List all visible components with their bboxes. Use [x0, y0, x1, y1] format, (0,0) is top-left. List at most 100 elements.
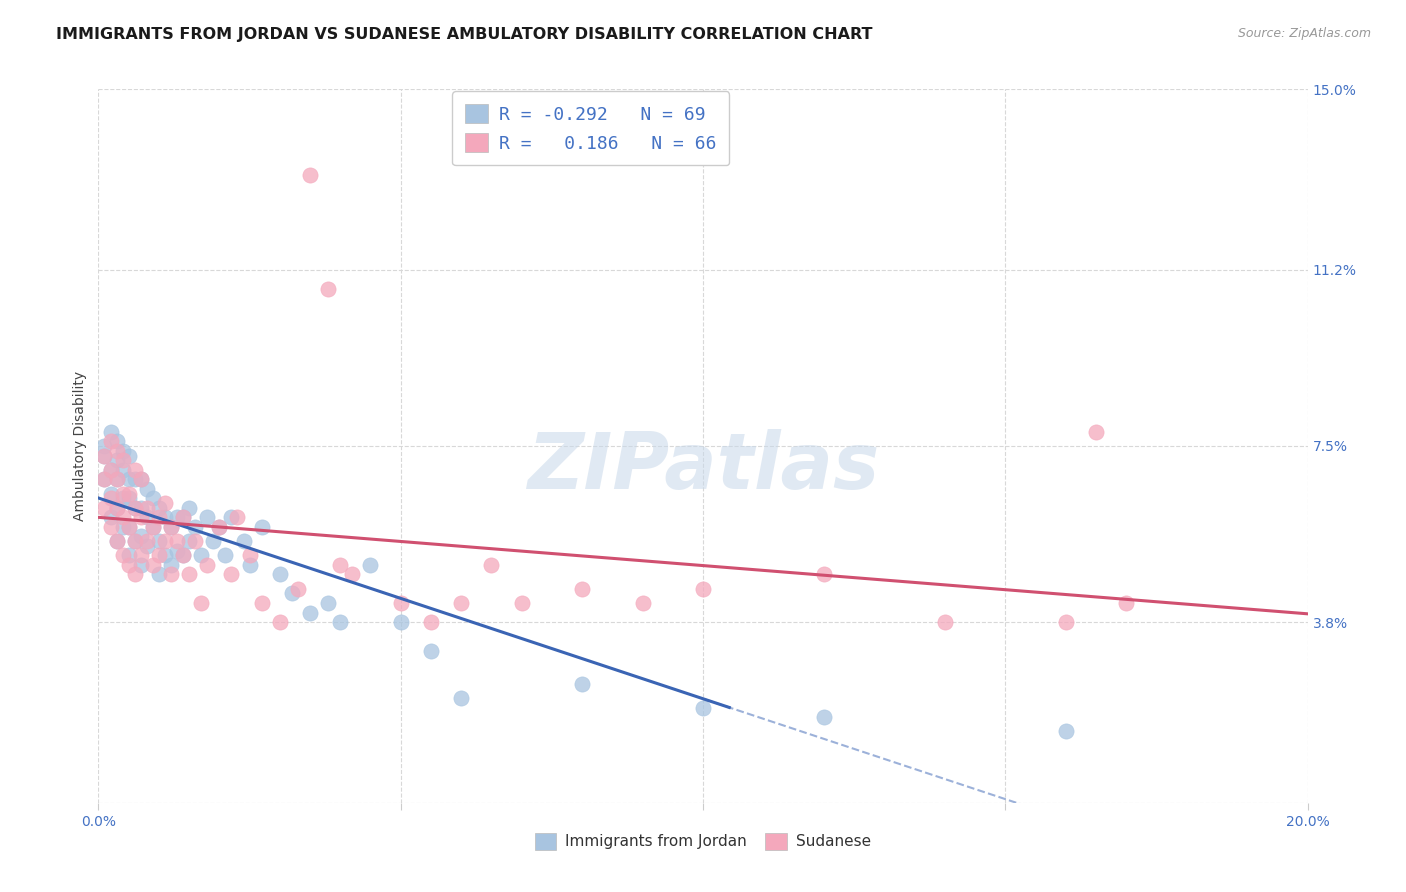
Point — [179, 567, 201, 582]
Point — [93, 500, 115, 515]
Point — [124, 463, 146, 477]
Point — [166, 534, 188, 549]
Point — [142, 520, 165, 534]
Point — [111, 443, 134, 458]
Legend: Immigrants from Jordan, Sudanese: Immigrants from Jordan, Sudanese — [529, 827, 877, 855]
Point — [250, 520, 273, 534]
Text: ZIPatlas: ZIPatlas — [527, 429, 879, 506]
Point — [148, 510, 170, 524]
Point — [160, 520, 183, 534]
Point — [118, 549, 141, 563]
Point — [124, 534, 146, 549]
Point — [571, 677, 593, 691]
Point — [166, 543, 188, 558]
Point — [342, 567, 364, 582]
Point — [281, 586, 304, 600]
Point — [142, 558, 165, 572]
Point — [208, 520, 231, 534]
Point — [450, 596, 472, 610]
Point — [226, 510, 249, 524]
Point — [129, 558, 152, 572]
Point — [179, 534, 201, 549]
Point — [172, 510, 194, 524]
Point — [142, 491, 165, 506]
Point — [148, 534, 170, 549]
Point — [118, 449, 141, 463]
Point — [118, 520, 141, 534]
Point — [124, 472, 146, 486]
Point — [631, 596, 654, 610]
Point — [148, 549, 170, 563]
Point — [129, 500, 152, 515]
Point — [1054, 724, 1077, 739]
Point — [316, 282, 339, 296]
Point — [160, 567, 183, 582]
Point — [166, 510, 188, 524]
Point — [269, 567, 291, 582]
Point — [153, 510, 176, 524]
Point — [316, 596, 339, 610]
Point — [510, 596, 533, 610]
Point — [1115, 596, 1137, 610]
Point — [93, 449, 115, 463]
Point — [190, 596, 212, 610]
Point — [232, 534, 254, 549]
Point — [111, 491, 134, 506]
Point — [269, 615, 291, 629]
Point — [239, 558, 262, 572]
Point — [172, 549, 194, 563]
Point — [195, 510, 218, 524]
Point — [420, 615, 443, 629]
Point — [153, 534, 176, 549]
Point — [124, 534, 146, 549]
Point — [93, 449, 115, 463]
Point — [118, 472, 141, 486]
Point — [934, 615, 956, 629]
Point — [692, 700, 714, 714]
Point — [221, 567, 243, 582]
Point — [124, 500, 146, 515]
Point — [148, 567, 170, 582]
Point — [420, 643, 443, 657]
Point — [105, 472, 128, 486]
Point — [105, 434, 128, 449]
Point — [111, 463, 134, 477]
Point — [389, 615, 412, 629]
Point — [172, 510, 194, 524]
Point — [100, 520, 122, 534]
Point — [1085, 425, 1108, 439]
Point — [813, 710, 835, 724]
Point — [221, 510, 243, 524]
Point — [100, 463, 122, 477]
Point — [100, 463, 122, 477]
Point — [129, 529, 152, 543]
Point — [1054, 615, 1077, 629]
Point — [299, 168, 322, 182]
Point — [100, 425, 122, 439]
Point — [129, 472, 152, 486]
Point — [142, 520, 165, 534]
Point — [105, 500, 128, 515]
Point — [124, 500, 146, 515]
Point — [389, 596, 412, 610]
Point — [329, 615, 352, 629]
Point — [100, 434, 122, 449]
Point — [118, 520, 141, 534]
Point — [105, 534, 128, 549]
Point — [105, 534, 128, 549]
Point — [135, 539, 157, 553]
Point — [135, 482, 157, 496]
Point — [93, 472, 115, 486]
Point — [190, 549, 212, 563]
Point — [100, 510, 122, 524]
Point — [571, 582, 593, 596]
Point — [153, 549, 176, 563]
Text: Source: ZipAtlas.com: Source: ZipAtlas.com — [1237, 27, 1371, 40]
Point — [111, 549, 134, 563]
Point — [202, 534, 225, 549]
Point — [481, 558, 503, 572]
Point — [100, 486, 122, 500]
Point — [184, 520, 207, 534]
Point — [118, 486, 141, 500]
Point — [135, 510, 157, 524]
